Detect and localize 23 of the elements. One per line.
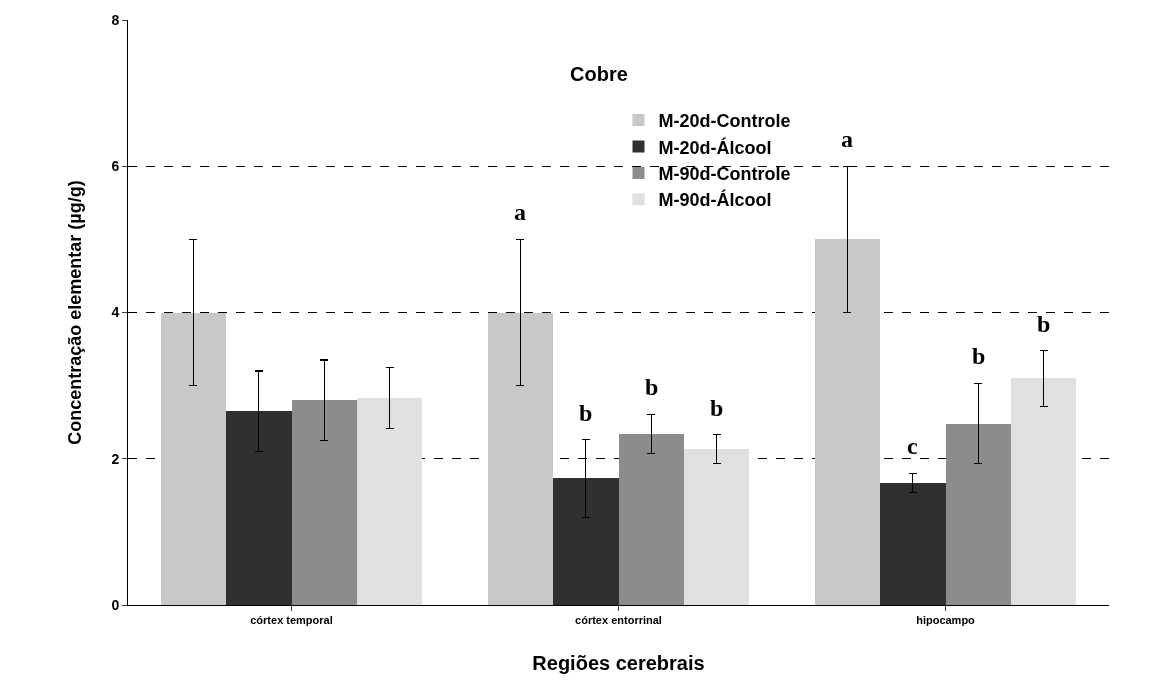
x-tick-label: córtex entorrinal bbox=[575, 614, 662, 627]
y-axis-title: Concentração elementar (µg/g) bbox=[64, 180, 85, 445]
annotation: a bbox=[841, 126, 853, 152]
annotation: b bbox=[1037, 311, 1051, 337]
text: Cobre bbox=[570, 63, 628, 85]
x-axis-title: Regiões cerebrais bbox=[532, 651, 705, 674]
legend-label: M-20d-Álcool bbox=[658, 136, 772, 158]
annotation: b bbox=[645, 374, 659, 400]
legend-label: M-90d-Controle bbox=[658, 163, 791, 184]
y-tick-label: 0 bbox=[111, 596, 120, 613]
x-tick-label: hipocampo bbox=[916, 614, 976, 627]
annotation: c bbox=[907, 433, 918, 459]
y-tick-label: 2 bbox=[111, 450, 120, 467]
y-tick-label: 8 bbox=[111, 11, 120, 28]
annotation: b bbox=[579, 400, 593, 426]
annotation: a bbox=[514, 199, 526, 225]
y-tick-label: 6 bbox=[111, 158, 120, 175]
annotation: b bbox=[710, 395, 724, 421]
annotation: b bbox=[972, 343, 986, 369]
y-tick-label: 4 bbox=[111, 304, 120, 321]
legend-label: M-20d-Controle bbox=[658, 111, 791, 132]
legend-label: M-90d-Álcool bbox=[658, 189, 772, 211]
x-tick-label: córtex temporal bbox=[250, 614, 333, 627]
